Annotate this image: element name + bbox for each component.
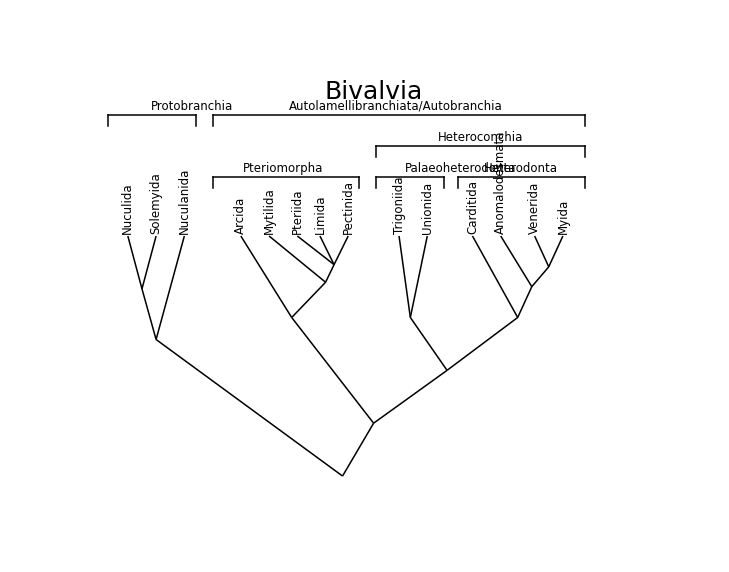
Text: Pteriida: Pteriida [291, 188, 304, 234]
Text: Carditida: Carditida [466, 180, 479, 234]
Text: Trigoniida: Trigoniida [392, 176, 405, 234]
Text: Myida: Myida [556, 198, 569, 234]
Text: Autolamellibranchiata/Autobranchia: Autolamellibranchiata/Autobranchia [289, 100, 503, 113]
Text: Heterodonta: Heterodonta [483, 162, 558, 175]
Text: Protobranchia: Protobranchia [150, 100, 233, 113]
Text: Arcida: Arcida [234, 197, 247, 234]
Text: Nuculida: Nuculida [121, 182, 134, 234]
Text: Anomalodesmata: Anomalodesmata [494, 130, 507, 234]
Text: Heteroconchia: Heteroconchia [438, 132, 523, 144]
Text: Palaeoheterodonta: Palaeoheterodonta [405, 162, 516, 175]
Text: Bivalvia: Bivalvia [324, 80, 423, 104]
Text: Limida: Limida [313, 194, 327, 234]
Text: Mytilida: Mytilida [262, 187, 276, 234]
Text: Pectinida: Pectinida [342, 180, 355, 234]
Text: Pteriomorpha: Pteriomorpha [243, 162, 324, 175]
Text: Venerida: Venerida [528, 181, 541, 234]
Text: Solemyida: Solemyida [149, 172, 163, 234]
Text: Nuculanida: Nuculanida [178, 168, 191, 234]
Text: Unionida: Unionida [421, 182, 434, 234]
